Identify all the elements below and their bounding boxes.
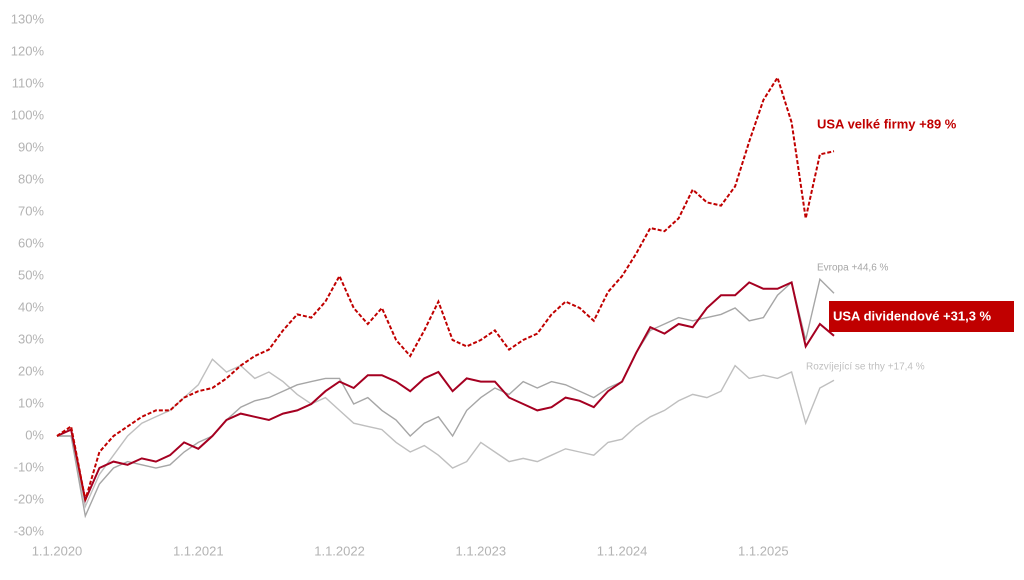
series-label: USA dividendové +31,3 %	[833, 308, 992, 323]
y-tick-label: 70%	[18, 203, 44, 218]
x-tick-label: 1.1.2022	[314, 543, 365, 558]
y-tick-label: 80%	[18, 171, 44, 186]
series-line	[56, 280, 835, 504]
y-tick-label: 60%	[18, 235, 44, 250]
y-tick-label: 130%	[11, 11, 45, 26]
y-tick-label: 110%	[12, 75, 45, 90]
y-tick-label: 30%	[18, 331, 44, 346]
x-tick-label: 1.1.2024	[597, 543, 648, 558]
y-tick-label: 100%	[11, 107, 45, 122]
x-tick-label: 1.1.2021	[173, 543, 224, 558]
legend-box	[829, 301, 1014, 332]
y-tick-label: 10%	[18, 395, 44, 410]
x-tick-label: 1.1.2025	[738, 543, 789, 558]
series-line	[56, 75, 835, 501]
y-tick-label: 90%	[18, 139, 44, 154]
x-tick-label: 1.1.2023	[456, 543, 507, 558]
y-tick-label: 120%	[11, 43, 45, 58]
y-tick-label: 20%	[18, 363, 44, 378]
y-tick-label: 40%	[18, 299, 44, 314]
y-tick-label: 0%	[25, 427, 44, 442]
series-line	[57, 277, 835, 519]
y-tick-label: -30%	[14, 523, 45, 538]
y-tick-label: 50%	[18, 267, 44, 282]
y-tick-label: -10%	[14, 459, 45, 474]
series-label: Evropa +44,6 %	[817, 263, 889, 274]
series-label: Rozvíjející se trhy +17,4 %	[806, 362, 925, 373]
y-tick-label: -20%	[14, 491, 45, 506]
x-tick-label: 1.1.2020	[32, 543, 83, 558]
series-label: USA velké firmy +89 %	[817, 116, 957, 131]
